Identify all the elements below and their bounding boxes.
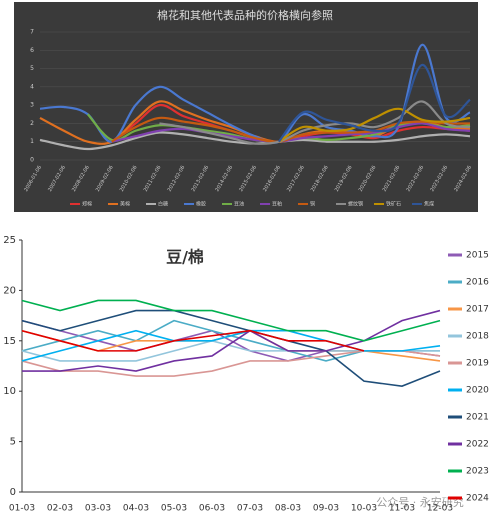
y-tick-label: 6 (30, 47, 34, 54)
x-tick-label: 03-03 (85, 504, 111, 514)
legend-label: 铁矿石 (386, 201, 401, 208)
y-tick-label: 0 (10, 487, 16, 498)
legend-label: 2021 (466, 413, 489, 423)
x-tick-label: 04-03 (123, 504, 149, 514)
watermark: 公众号 · 永安研究 (376, 495, 464, 509)
x-tick-label: 10-03 (351, 504, 377, 514)
y-tick-label: 3 (30, 102, 34, 109)
legend-label: 2019 (466, 359, 489, 369)
y-tick-label: 4 (30, 83, 34, 90)
y-tick-label: 20 (3, 285, 16, 296)
x-tick-label: 01-03 (9, 504, 35, 514)
series-line (21, 299, 441, 342)
y-tick-label: 1 (30, 138, 34, 145)
series-line (22, 309, 441, 372)
x-tick-label: 09-03 (313, 504, 339, 514)
y-tick-label: 7 (30, 29, 34, 36)
series-line (111, 116, 471, 143)
y-tick-label: 10 (3, 386, 16, 397)
y-tick-label: 2 (30, 120, 34, 127)
legend-label: 美棉 (120, 201, 130, 208)
legend-label: 螺纹钢 (348, 201, 363, 208)
series-line (21, 350, 441, 377)
legend-label: 橡胶 (196, 201, 206, 208)
y-tick-label: 25 (3, 235, 16, 246)
legend-label: 2022 (466, 440, 489, 450)
x-tick-label: 12-03 (427, 504, 453, 514)
series-line (278, 63, 471, 143)
series-line (278, 107, 471, 143)
series-line (21, 329, 365, 352)
chart-title: 豆/棉 (166, 248, 204, 267)
legend-label: 2018 (466, 332, 489, 342)
series-line (21, 309, 441, 387)
y-tick-label: 15 (3, 336, 16, 347)
x-tick-label: 06-03 (199, 504, 225, 514)
legend-label: 豆粕 (272, 201, 282, 208)
legend-label: 2020 (466, 386, 489, 396)
chart-title: 棉花和其他代表品种的价格横向参照 (157, 8, 333, 22)
x-tick-label: 07-03 (237, 504, 263, 514)
legend-label: 2023 (466, 467, 489, 477)
x-tick-label: 08-03 (275, 504, 301, 514)
y-tick-label: 0 (30, 157, 34, 164)
legend-label: 2015 (466, 251, 489, 261)
legend-label: 白糖 (158, 201, 168, 208)
legend-label: 焦煤 (424, 201, 434, 208)
series-line (21, 319, 441, 362)
y-tick-label: 5 (10, 437, 16, 448)
legend-label: 郑棉 (82, 201, 92, 208)
series-line (111, 122, 471, 143)
legend-label: 2016 (466, 278, 489, 288)
legend-label: 铜 (310, 201, 315, 208)
series-line (21, 329, 441, 362)
legend-label: 2017 (466, 305, 489, 315)
x-tick-label: 02-03 (47, 504, 73, 514)
legend-label: 豆油 (234, 201, 244, 208)
legend-label: 2024 (466, 494, 489, 504)
x-tick-label: 11-03 (389, 504, 415, 514)
top-chart-bg (14, 2, 478, 212)
x-tick-label: 05-03 (161, 504, 187, 514)
y-tick-label: 5 (30, 65, 34, 72)
